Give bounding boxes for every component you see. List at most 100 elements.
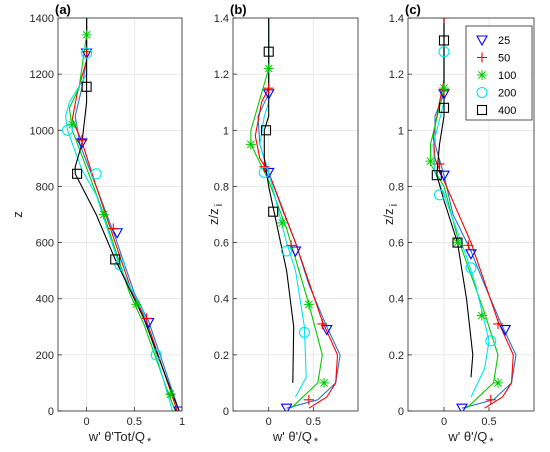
series-line-400 (436, 18, 474, 378)
marker-200 (258, 166, 270, 178)
panel-label: (a) (55, 2, 71, 17)
y-tick-label: 0.8 (214, 181, 229, 193)
marker-400 (263, 46, 274, 57)
legend-box (465, 25, 533, 121)
y-tick-label: 1000 (30, 125, 54, 137)
legend-marker-200 (476, 86, 488, 99)
y-tick-label: 0.2 (214, 350, 229, 362)
legend-label: 100 (498, 70, 516, 82)
panel-label: (c) (405, 2, 421, 17)
y-tick-label: 1 (223, 125, 229, 137)
marker-400 (268, 206, 279, 217)
marker-50 (141, 313, 152, 324)
y-tick-label: 1.4 (389, 13, 404, 25)
marker-50 (493, 318, 503, 329)
marker-25 (289, 246, 302, 258)
marker-50 (439, 18, 449, 23)
panel-c: 0 0.5 0 0.2 0.4 0.6 0.8 1 1.2 1.4 w' θ'/Q * z/zi (c) (381, 2, 535, 448)
marker-100 (81, 29, 92, 40)
y-tick-label: 0 (223, 406, 229, 418)
marker-200 (150, 349, 162, 361)
legend-item-50: 50 (477, 52, 510, 65)
marker-25 (465, 249, 477, 260)
legend-marker-25 (476, 35, 488, 47)
curves (245, 18, 341, 411)
x-tick-label: 0.5 (306, 416, 321, 428)
marker-25 (499, 325, 512, 336)
marker-25 (280, 403, 293, 411)
marker-200 (61, 124, 74, 136)
y-axis-label: z (10, 211, 25, 218)
series-line-400 (263, 18, 295, 383)
axis-frame (407, 17, 535, 412)
marker-200 (433, 189, 446, 201)
panel-label: (b) (230, 2, 247, 17)
x-tick-label: 0.5 (127, 416, 142, 428)
y-tick-label: 800 (36, 181, 54, 193)
marker-400 (260, 125, 272, 136)
marker-50 (263, 83, 274, 94)
series-line-25 (74, 18, 180, 411)
marker-100 (493, 377, 503, 388)
y-tick-label: 1 (398, 125, 404, 137)
marker-200 (438, 46, 450, 58)
x-tick-label: 0.5 (481, 416, 496, 428)
marker-100 (439, 83, 449, 94)
marker-50 (463, 240, 474, 251)
y-tick-label: 1.2 (389, 69, 404, 81)
marker-200 (281, 245, 293, 257)
series-line-50 (71, 18, 178, 411)
legend-label: 200 (498, 88, 516, 100)
legend: 25 50 100 200 400 (465, 25, 533, 121)
x-axis-label: w' θ'/Q * (447, 429, 494, 448)
marker-100 (263, 63, 274, 74)
axis-frame (232, 17, 359, 412)
marker-100 (476, 310, 487, 321)
axis-frame (57, 17, 183, 412)
marker-50 (485, 394, 496, 405)
marker-200 (465, 262, 477, 274)
marker-50 (76, 135, 87, 146)
marker-400 (431, 170, 442, 181)
y-tick-label: 0.6 (389, 238, 404, 250)
y-tick-label: 400 (36, 294, 54, 306)
legend-marker-50 (477, 52, 487, 63)
marker-25 (173, 406, 182, 411)
y-tick-label: 0.4 (214, 294, 229, 306)
marker-400 (452, 237, 463, 248)
series-line-200 (432, 18, 490, 398)
curves (425, 18, 517, 411)
y-tick-label: 1200 (30, 69, 54, 81)
marker-50 (259, 161, 270, 172)
marker-400 (438, 102, 450, 113)
y-tick-label: 0 (398, 406, 404, 418)
marker-100 (131, 299, 142, 310)
series-line-50 (254, 18, 339, 409)
y-tick-label: 0 (48, 406, 54, 418)
series-line-100 (68, 18, 176, 411)
marker-400 (438, 35, 450, 46)
marker-200 (81, 47, 93, 59)
y-tick-label: 0.6 (214, 238, 229, 250)
marker-200 (90, 168, 102, 180)
legend-marker-400 (476, 104, 488, 116)
y-tick-label: 0.4 (389, 294, 404, 306)
x-axis-label: w' θ'Tot/Q * (88, 429, 152, 448)
legend-item-200: 200 (476, 86, 516, 100)
marker-400 (72, 168, 83, 179)
series-line-400 (74, 18, 180, 411)
panel-a: 0 0.5 1 0 200 400 600 800 1000 1200 1400 w' θ'Tot/Q… (10, 2, 185, 448)
y-tick-label: 1.4 (214, 13, 229, 25)
x-tick-label: 0 (441, 416, 447, 428)
marker-50 (434, 158, 445, 169)
legend-item-25: 25 (476, 35, 510, 47)
marker-100 (452, 237, 463, 248)
marker-400 (110, 254, 121, 265)
panel-b: 0 0.5 0 0.2 0.4 0.6 0.8 1 1.2 1.4 w' θ'/Q * z/zi (b) (206, 2, 359, 448)
x-axis-label: w' θ'/Q * (272, 429, 319, 448)
marker-100 (245, 139, 256, 150)
marker-100 (425, 156, 436, 167)
legend-item-400: 400 (476, 104, 516, 117)
y-tick-label: 600 (36, 238, 54, 250)
